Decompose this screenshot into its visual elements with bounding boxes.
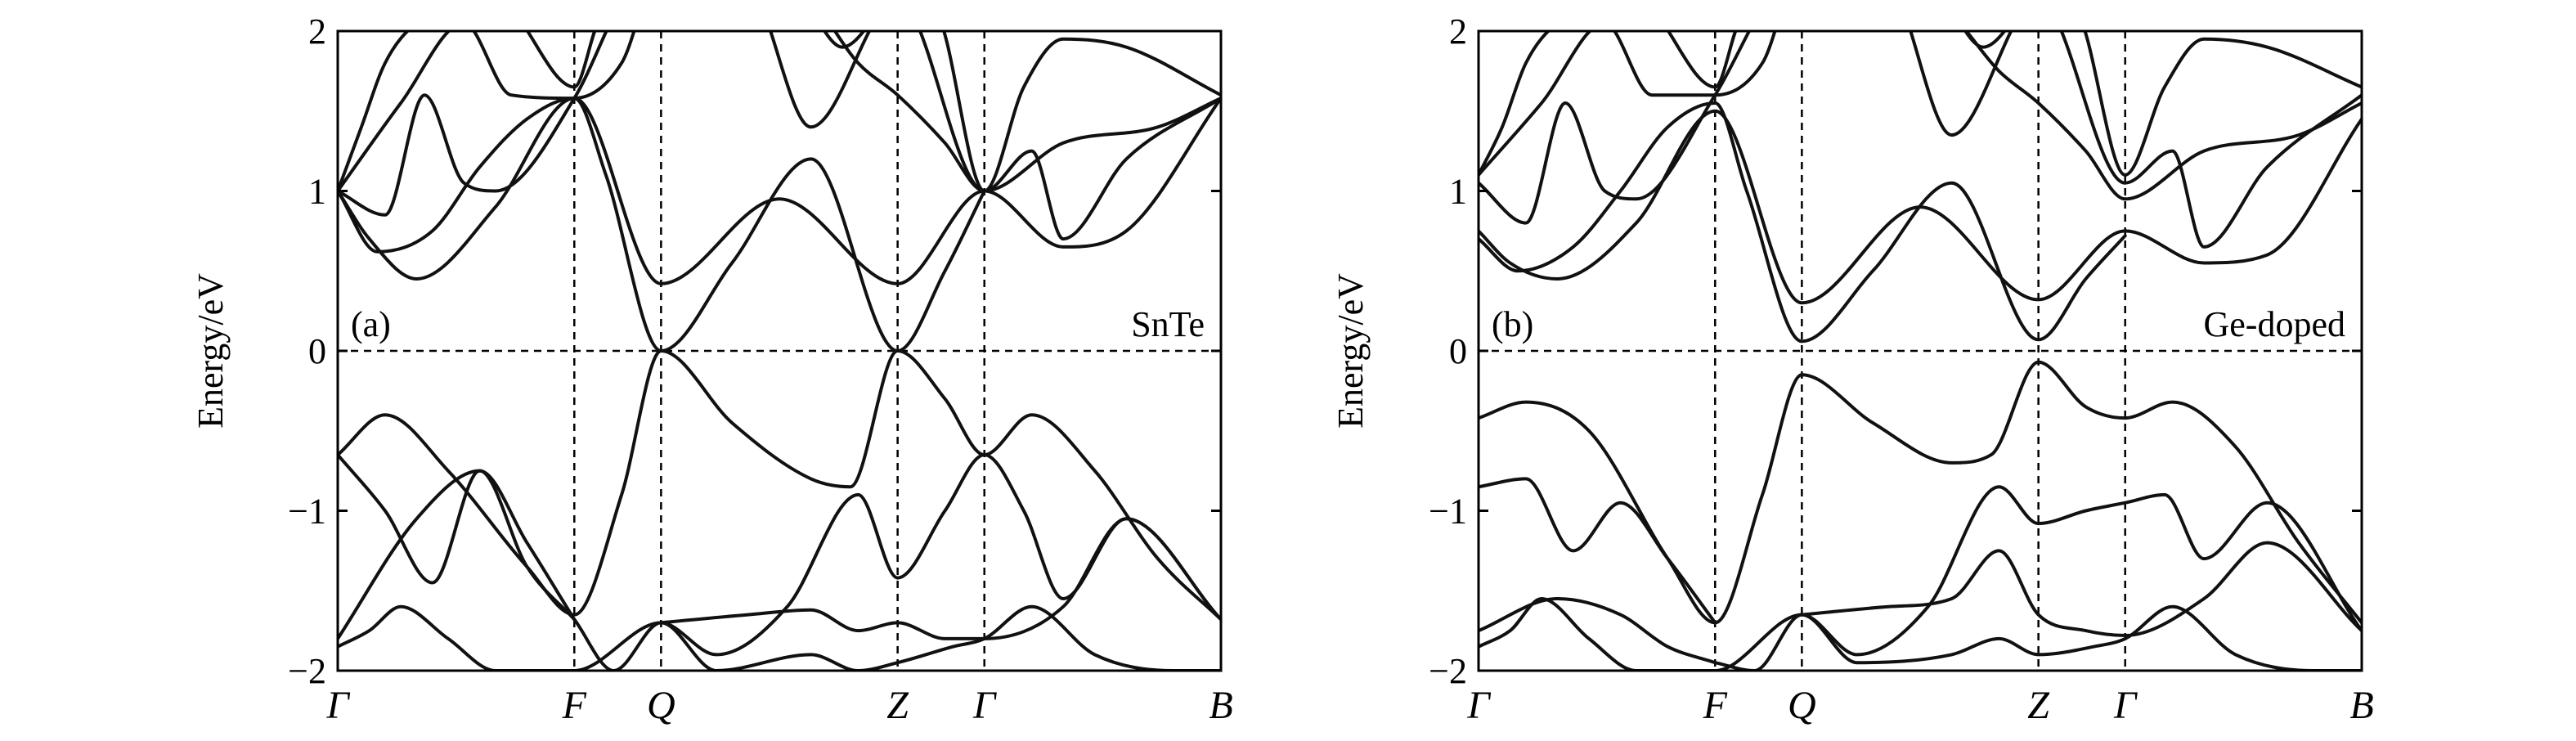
y-tick-label: 2	[308, 11, 326, 52]
band-line-band-v3	[1479, 597, 1717, 665]
band-line-band-v5	[659, 517, 1221, 640]
band-line-band-c5	[1479, 31, 2362, 249]
panel-label: (b)	[1492, 304, 1533, 344]
band-line-band-v6	[1479, 597, 2362, 671]
kpoint-label: F	[562, 684, 587, 727]
material-label: Ge-doped	[2204, 304, 2346, 344]
y-tick-label: 1	[308, 172, 326, 212]
y-tick-label: −2	[1429, 651, 1467, 691]
y-tick-label: −2	[288, 651, 326, 691]
band-line-band-c5	[338, 31, 1221, 241]
kpoint-label: B	[2349, 684, 2373, 727]
kpoint-label: Γ	[325, 684, 350, 727]
kpoint-label: F	[1703, 684, 1728, 727]
band-line-band-c4	[338, 31, 1221, 193]
band-line-band-v1	[1479, 360, 2362, 625]
kpoint-label: Γ	[972, 684, 997, 727]
band-line-band-c4	[1479, 31, 2362, 177]
band-line-band-c1	[1479, 109, 2362, 305]
kpoint-label: Q	[647, 684, 675, 727]
panel-label: (a)	[351, 304, 391, 344]
kpoint-label: Γ	[2113, 684, 2138, 727]
band-line-band-c2	[1479, 101, 2127, 344]
y-tick-label: 0	[1449, 331, 1467, 371]
y-tick-label: 1	[1449, 172, 1467, 212]
y-tick-label: 0	[308, 331, 326, 371]
band-line-band-c3	[1479, 31, 2362, 225]
band-line-band-c1	[338, 97, 1221, 285]
y-axis-label: Energy/eV	[1331, 273, 1371, 429]
y-tick-label: −1	[288, 492, 326, 532]
y-axis-label: Energy/eV	[191, 273, 231, 429]
y-tick-label: −1	[1429, 492, 1467, 532]
y-tick-label: 2	[1449, 11, 1467, 52]
kpoint-label: Z	[2027, 684, 2050, 727]
material-label: SnTe	[1131, 304, 1205, 344]
kpoint-label: B	[1209, 684, 1232, 727]
band-line-band-v2	[1479, 477, 1717, 625]
kpoint-label: Γ	[1466, 684, 1491, 727]
band-line-band-v4	[1713, 485, 2362, 671]
band-line-band-c3	[338, 31, 1221, 217]
band-line-band-v5	[1800, 541, 2362, 637]
kpoint-label: Z	[886, 684, 909, 727]
bands	[1479, 31, 2362, 671]
bands	[338, 31, 1221, 671]
band-line-band-v3	[338, 469, 577, 640]
band-line-band-v1	[338, 349, 1221, 622]
band-line-band-v2	[338, 453, 577, 622]
kpoint-label: Q	[1788, 684, 1816, 727]
band-line-band-v6	[338, 604, 1221, 671]
